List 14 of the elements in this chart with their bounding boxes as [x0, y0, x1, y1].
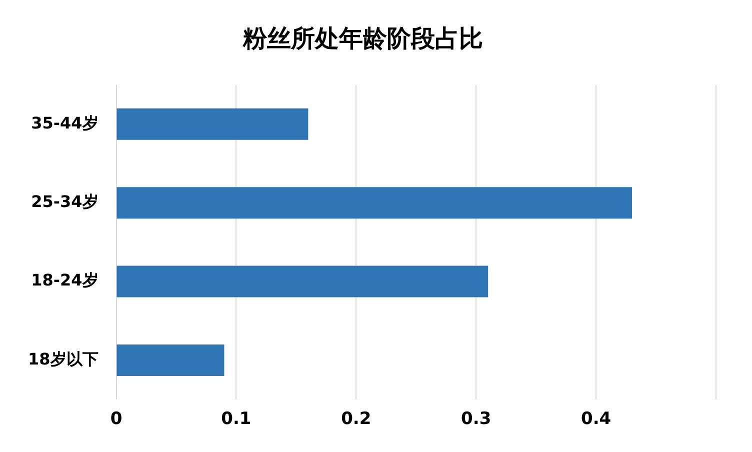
- y-tick-label: 18-24岁: [31, 270, 98, 290]
- x-tick-label: 0.1: [221, 409, 252, 430]
- y-tick-label: 25-34岁: [31, 192, 98, 212]
- x-tick-label: 0.4: [580, 409, 612, 430]
- x-tick-label: 0.2: [341, 409, 372, 430]
- chart-title: 粉丝所处年龄阶段占比: [242, 24, 483, 53]
- bar: [116, 344, 224, 376]
- bar: [116, 108, 308, 140]
- bar: [116, 187, 632, 219]
- bar: [116, 266, 488, 298]
- x-tick-label: 0.3: [461, 409, 492, 430]
- y-tick-label: 35-44岁: [31, 113, 98, 132]
- y-tick-label: 18岁以下: [28, 349, 98, 368]
- x-tick-label: 0: [110, 409, 122, 430]
